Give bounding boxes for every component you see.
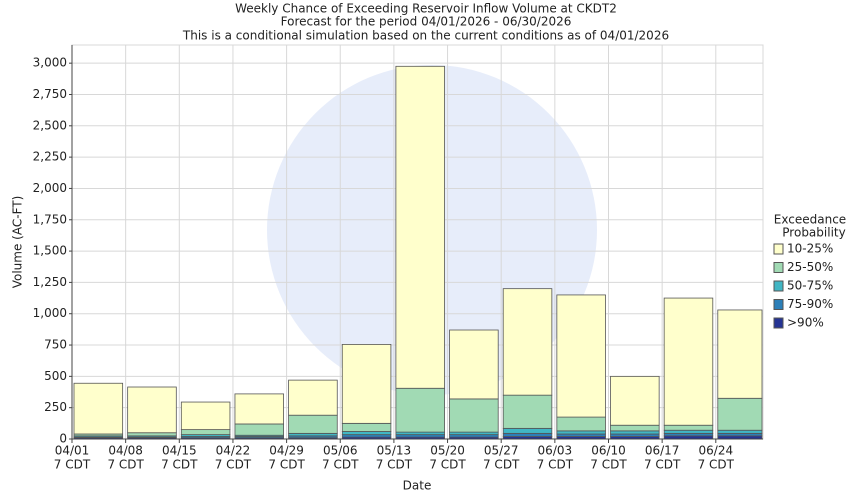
chart-title: This is a conditional simulation based o…: [182, 29, 669, 43]
x-tick-label: 04/29: [269, 444, 304, 458]
bar-segment: [610, 424, 660, 432]
bar-segment: [717, 397, 763, 431]
bar-segment: [449, 329, 499, 400]
x-tick-label: 05/20: [430, 444, 465, 458]
chart-title: Weekly Chance of Exceeding Reservoir Inf…: [235, 2, 617, 16]
bar-segment: [180, 401, 231, 431]
legend-label: 50-75%: [787, 279, 833, 293]
bar-segment: [502, 288, 553, 396]
y-tick-label: 500: [44, 369, 67, 383]
chart-title: Forecast for the period 04/01/2026 - 06/…: [281, 15, 572, 29]
legend-swatch: [773, 243, 784, 255]
y-tick-label: 750: [44, 338, 67, 352]
legend-swatch: [773, 262, 784, 273]
bar-segment: [502, 394, 553, 429]
x-tick-label: 05/06: [323, 444, 358, 458]
x-tick-label: 05/27: [484, 444, 519, 458]
bar-segment: [663, 424, 714, 431]
bar-segment: [502, 427, 553, 434]
bar-segment: [341, 422, 392, 432]
y-tick-label: 1,500: [33, 244, 67, 258]
bar-segment: [663, 297, 714, 426]
bar-segment: [610, 375, 660, 426]
bar-segment: [180, 429, 231, 436]
y-tick-label: 2,750: [33, 87, 67, 101]
x-tick-sublabel: 7 CDT: [590, 458, 627, 472]
x-tick-sublabel: 7 CDT: [161, 458, 198, 472]
x-tick-sublabel: 7 CDT: [268, 458, 305, 472]
x-tick-sublabel: 7 CDT: [107, 458, 144, 472]
x-tick-label: 06/17: [645, 444, 680, 458]
legend-swatch: [773, 317, 784, 329]
legend-label: 10-25%: [787, 242, 833, 256]
legend-label: 75-90%: [787, 297, 833, 311]
y-tick-label: 1,000: [33, 306, 67, 320]
bar-segment: [556, 430, 606, 435]
x-tick-sublabel: 7 CDT: [322, 458, 359, 472]
bar-segment: [73, 382, 124, 435]
bar-segment: [610, 430, 660, 435]
bar-segment: [395, 387, 445, 433]
x-tick-sublabel: 7 CDT: [376, 458, 413, 472]
bar-segment: [127, 386, 177, 434]
x-tick-sublabel: 7 CDT: [698, 458, 735, 472]
x-tick-sublabel: 7 CDT: [483, 458, 520, 472]
x-tick-sublabel: 7 CDT: [644, 458, 681, 472]
bar-segment: [288, 414, 338, 434]
bar-segment: [449, 398, 499, 433]
bar-segment: [502, 432, 553, 437]
x-tick-label: 06/10: [591, 444, 626, 458]
y-tick-label: 250: [44, 400, 67, 414]
bar-segment: [717, 309, 763, 399]
y-tick-label: 1,250: [33, 275, 67, 289]
x-tick-label: 04/01: [55, 444, 90, 458]
x-tick-label: 04/22: [216, 444, 251, 458]
x-tick-sublabel: 7 CDT: [537, 458, 574, 472]
x-tick-label: 06/03: [538, 444, 573, 458]
x-tick-sublabel: 7 CDT: [54, 458, 91, 472]
bar-segment: [234, 423, 284, 436]
x-tick-sublabel: 7 CDT: [429, 458, 466, 472]
x-axis-label: Date: [403, 479, 432, 493]
x-tick-label: 04/08: [108, 444, 143, 458]
bar-segment: [234, 393, 284, 425]
bar-segment: [288, 379, 338, 416]
y-tick-label: 2,250: [33, 150, 67, 164]
bar-segment: [556, 416, 606, 432]
y-axis-label: Volume (AC-FT): [11, 196, 25, 289]
x-tick-sublabel: 7 CDT: [215, 458, 252, 472]
y-tick-label: 2,000: [33, 181, 67, 195]
bar-segment: [663, 429, 714, 434]
x-tick-label: 04/15: [162, 444, 197, 458]
bar-segment: [127, 432, 177, 437]
y-tick-label: 1,750: [33, 212, 67, 226]
x-tick-label: 05/13: [377, 444, 412, 458]
legend-title: Probability: [782, 226, 845, 240]
legend-label: 25-50%: [787, 260, 833, 274]
y-tick-label: 3,000: [33, 56, 67, 70]
bar-segment: [556, 294, 606, 418]
bar-segment: [717, 429, 763, 434]
legend-title: Exceedance: [774, 213, 846, 227]
bar-segment: [341, 344, 392, 424]
legend-label: >90%: [787, 316, 824, 330]
bar-segment: [395, 65, 445, 389]
legend-swatch: [773, 299, 784, 310]
bar-segment: [341, 431, 392, 436]
legend-swatch: [773, 280, 784, 292]
y-tick-label: 0: [59, 432, 67, 446]
y-tick-label: 2,500: [33, 118, 67, 132]
x-tick-label: 06/24: [699, 444, 734, 458]
